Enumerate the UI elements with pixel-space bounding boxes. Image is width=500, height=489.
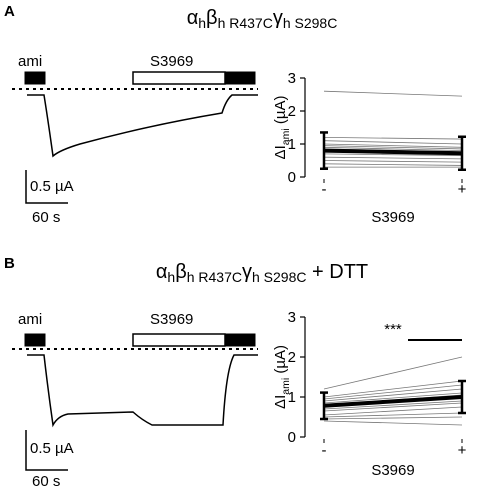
trace-a [12, 71, 258, 204]
chart-title: αhβh R437Cγh S298C + DTT [156, 261, 368, 285]
individual-line [323, 90, 463, 97]
individual-line [323, 137, 463, 140]
ami-bar [224, 333, 256, 347]
ami-label: ami [18, 311, 42, 328]
drug-bar [132, 333, 226, 347]
y-tick-label: 3 [288, 70, 296, 87]
ami-label: ami [18, 53, 42, 70]
mean-line [323, 395, 463, 408]
individual-line [323, 163, 463, 166]
chart-title-part: h R437C [187, 269, 242, 285]
y-axis-label-part: (µA) [272, 345, 289, 378]
chart-title-part: h S298C [252, 269, 306, 285]
chart-title-part: α [156, 261, 168, 283]
y-tick-label: 1 [288, 389, 296, 406]
individual-line [323, 412, 463, 418]
panel-label: B [4, 255, 15, 272]
chart-title-part: γ [273, 7, 283, 29]
chart-title-part: + DTT [306, 261, 368, 283]
chart-title: αhβh R437Cγh S298C [187, 7, 338, 31]
x-tick-label: - [322, 181, 327, 198]
chart-title-part: γ [242, 261, 252, 283]
chart-title-part: h [167, 269, 175, 285]
drug-label: S3969 [150, 311, 193, 328]
y-axis-label: ΔIami (µA) [272, 345, 292, 409]
individual-line [323, 384, 463, 400]
y-axis-label-part: ami [280, 128, 292, 145]
y-tick-label: 0 [288, 169, 296, 186]
scale-bar [25, 430, 68, 471]
trace-b [12, 333, 258, 471]
chart-title-part: β [206, 7, 218, 29]
x-axis-label: S3969 [371, 462, 414, 479]
individual-line [323, 143, 463, 148]
individual-line [323, 406, 463, 416]
y-tick-label: 2 [288, 349, 296, 366]
ami-bar [24, 71, 46, 85]
individual-line [323, 416, 463, 420]
current-trace [27, 354, 258, 428]
individual-line [323, 400, 463, 410]
individual-line [323, 153, 463, 156]
y-tick-label: 1 [288, 136, 296, 153]
individual-line [323, 392, 463, 404]
x-tick-label: + [458, 442, 467, 459]
individual-line [323, 145, 463, 150]
y-axis-label-part: ΔI [272, 395, 289, 409]
scale-time-label: 60 s [32, 473, 60, 489]
y-axis-label-part: ΔI [272, 145, 289, 159]
chart-title-part: h R437C [218, 15, 273, 31]
individual-line [323, 156, 463, 160]
individual-line [323, 380, 463, 398]
chart-title-part: h [198, 15, 206, 31]
y-tick-label: 2 [288, 103, 296, 120]
mean-line [323, 148, 463, 156]
panel-label: A [4, 3, 15, 20]
individual-line [323, 356, 463, 390]
scale-bar [25, 170, 68, 204]
drug-label: S3969 [150, 53, 193, 70]
individual-line [323, 140, 463, 145]
individual-line [323, 146, 463, 151]
drug-bar [132, 71, 226, 85]
y-axis-label: ΔIami (µA) [272, 96, 292, 160]
y-tick-label: 3 [288, 309, 296, 326]
y-tick-label: 0 [288, 429, 296, 446]
annotation: *** [384, 321, 402, 338]
y-axis-label-part: (µA) [272, 96, 289, 129]
chart-title-part: β [175, 261, 187, 283]
y-axis-label-part: ami [280, 378, 292, 395]
x-axis-label: S3969 [371, 209, 414, 226]
individual-line [323, 388, 463, 402]
individual-line [323, 402, 463, 412]
x-tick-label: + [458, 181, 467, 198]
chart-title-part: h S298C [283, 15, 337, 31]
individual-line [323, 160, 463, 163]
chart-title-part: α [187, 7, 199, 29]
individual-line [323, 420, 463, 426]
scale-current-label: 0.5 µA [30, 178, 74, 195]
ami-bar [224, 71, 256, 85]
scale-current-label: 0.5 µA [30, 440, 74, 457]
current-trace [27, 94, 258, 158]
scale-time-label: 60 s [32, 209, 60, 226]
x-tick-label: - [322, 442, 327, 459]
ami-bar [24, 333, 46, 347]
